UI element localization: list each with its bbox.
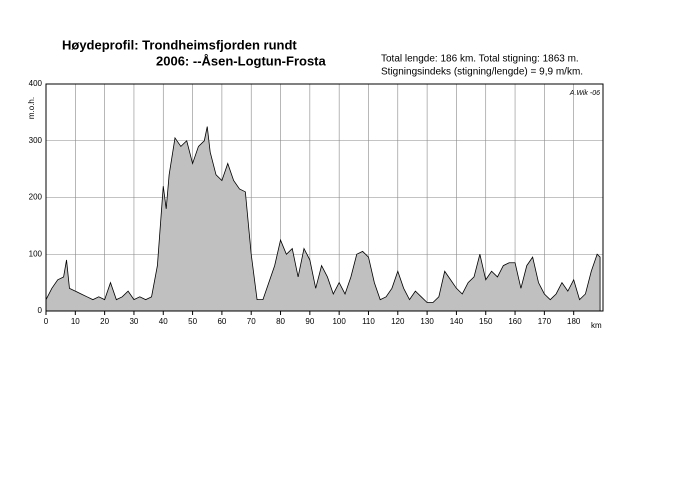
annotation: A.Wik -06	[569, 90, 600, 97]
y-tick-label: 0	[38, 306, 43, 315]
x-tick-label: 50	[188, 317, 197, 326]
x-tick-label: 110	[362, 317, 375, 326]
area	[45, 126, 601, 312]
x-tick-label: 30	[129, 317, 138, 326]
chart-title: Høydeprofil: Trondheimsfjorden rundt	[62, 37, 297, 52]
y-axis-label: m.o.h.	[27, 97, 36, 119]
y-tick-label: 100	[29, 249, 43, 258]
x-tick-label: 60	[217, 317, 226, 326]
x-tick-label: 150	[479, 317, 493, 326]
x-axis-label: km	[591, 321, 602, 330]
y-tick-label: 200	[29, 193, 43, 202]
x-tick-label: 160	[508, 317, 522, 326]
x-tick-label: 170	[538, 317, 552, 326]
y-tick-label: 400	[29, 79, 43, 88]
x-tick-label: 70	[247, 317, 256, 326]
x-tick-label: 20	[100, 317, 109, 326]
x-tick-label: 140	[450, 317, 464, 326]
plot-frame	[45, 83, 604, 312]
chart-subtitle: 2006: --Åsen-Logtun-Frosta	[156, 53, 327, 68]
x-tick-label: 130	[420, 317, 434, 326]
x-tick-label: 120	[391, 317, 405, 326]
x-tick-label: 180	[567, 317, 581, 326]
x-tick-label: 10	[71, 317, 80, 326]
y-tick-label: 300	[29, 136, 43, 145]
annotation: Stigningsindeks (stigning/lengde) = 9,9 …	[381, 67, 583, 78]
x-tick-label: 0	[44, 317, 49, 326]
x-tick-label: 90	[305, 317, 314, 326]
annotation: Total lengde: 186 km. Total stigning: 18…	[381, 54, 579, 65]
x-tick-label: 100	[332, 317, 346, 326]
x-tick-label: 40	[159, 317, 168, 326]
x-tick-label: 80	[276, 317, 285, 326]
